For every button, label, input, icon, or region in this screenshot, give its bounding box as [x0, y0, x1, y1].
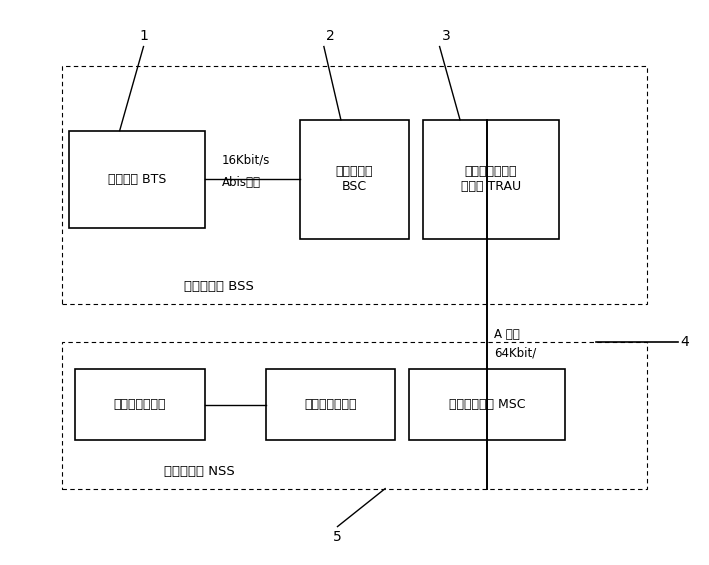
Text: 归属位置寄存器: 归属位置寄存器	[114, 398, 167, 411]
Text: A 接口: A 接口	[494, 328, 520, 341]
Text: 网络子系统 NSS: 网络子系统 NSS	[164, 465, 235, 478]
Bar	[266, 370, 396, 440]
Text: 码变换与速率适
配单元 TRAU: 码变换与速率适 配单元 TRAU	[461, 166, 520, 193]
Text: 16Kbit/s: 16Kbit/s	[222, 154, 270, 167]
Text: 64Kbit/: 64Kbit/	[494, 346, 536, 359]
Text: 3: 3	[442, 29, 451, 43]
Text: 基站控制器
BSC: 基站控制器 BSC	[336, 166, 373, 193]
Bar	[62, 342, 647, 489]
Text: 1: 1	[139, 29, 148, 43]
Bar	[423, 120, 559, 239]
Bar	[69, 131, 205, 228]
Bar	[62, 66, 647, 304]
Text: 2: 2	[326, 29, 335, 43]
Text: 基站子系统 BSS: 基站子系统 BSS	[184, 280, 255, 293]
Text: 拜访位置寄存器: 拜访位置寄存器	[304, 398, 357, 411]
Bar	[75, 370, 205, 440]
Text: 4: 4	[680, 335, 689, 349]
Text: 移动交换中心 MSC: 移动交换中心 MSC	[449, 398, 525, 411]
Text: 5: 5	[333, 531, 342, 545]
Text: 基站系统 BTS: 基站系统 BTS	[108, 173, 166, 186]
Text: Abis接口: Abis接口	[222, 176, 261, 189]
Bar	[300, 120, 409, 239]
Bar	[409, 370, 566, 440]
